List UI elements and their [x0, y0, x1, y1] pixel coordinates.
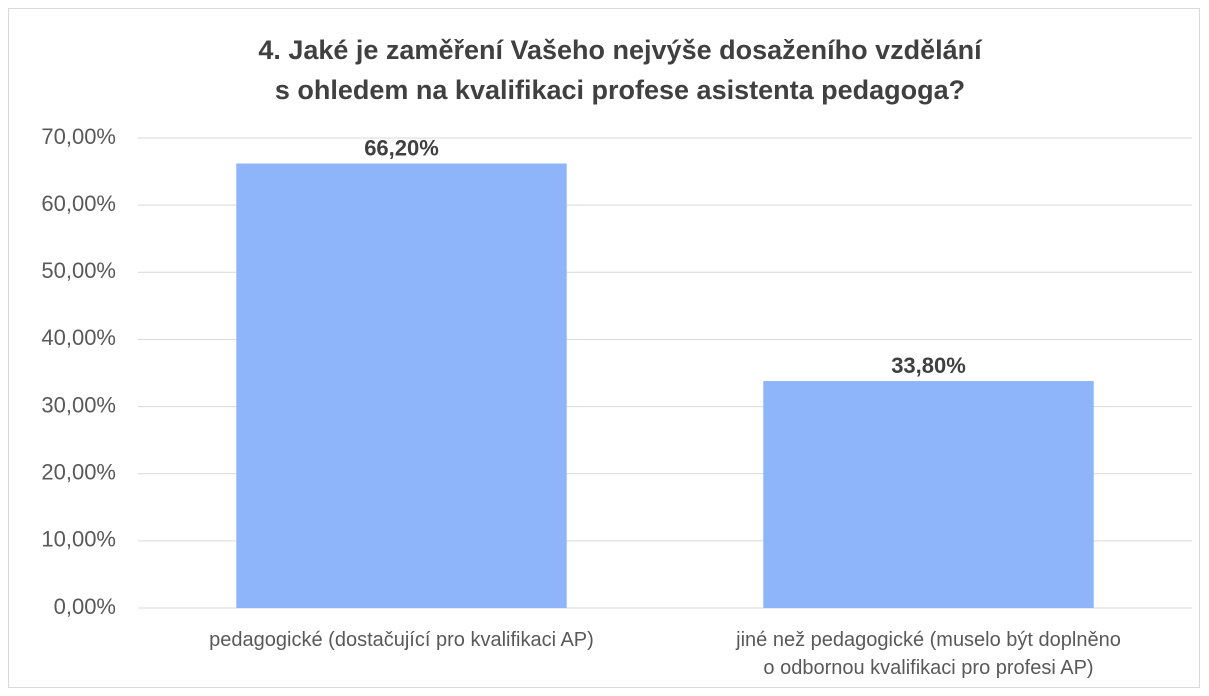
y-tick-label: 50,00% — [41, 258, 116, 283]
x-tick-label: pedagogické (dostačující pro kvalifikaci… — [209, 629, 594, 651]
bar — [236, 163, 567, 608]
data-label: 66,20% — [364, 135, 439, 160]
y-tick-label: 0,00% — [54, 594, 116, 619]
y-tick-label: 10,00% — [41, 527, 116, 552]
y-tick-label: 20,00% — [41, 460, 116, 485]
bar — [763, 381, 1094, 608]
y-tick-label: 40,00% — [41, 325, 116, 350]
y-tick-label: 70,00% — [41, 124, 116, 149]
x-tick-label: jiné než pedagogické (muselo být doplněn… — [736, 629, 1121, 679]
y-tick-label: 60,00% — [41, 191, 116, 216]
chart-title: 4. Jaké je zaměření Vašeho nejvýše dosaž… — [258, 35, 982, 105]
y-tick-label: 30,00% — [41, 392, 116, 417]
data-label: 33,80% — [891, 353, 966, 378]
chart-frame — [8, 8, 1200, 688]
